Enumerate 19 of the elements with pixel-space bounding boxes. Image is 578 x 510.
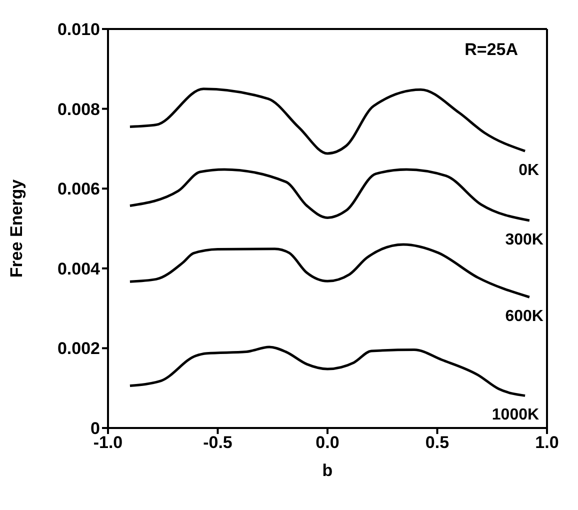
y-tick-label: 0.002 bbox=[57, 339, 100, 358]
line-series bbox=[128, 243, 531, 298]
x-tick-label: 1.0 bbox=[535, 433, 559, 452]
annotation: R=25A bbox=[464, 40, 518, 60]
line-series bbox=[128, 88, 526, 155]
x-tick-label: 0.0 bbox=[316, 433, 340, 452]
y-tick-label: 0.010 bbox=[57, 20, 100, 40]
y-tick-label: 0.004 bbox=[57, 259, 101, 278]
x-tick-label: 0.5 bbox=[425, 433, 450, 452]
y-tick-label: 0.008 bbox=[57, 100, 100, 119]
series-label: 300K bbox=[505, 232, 544, 249]
y-tick-label: 0.006 bbox=[57, 180, 100, 199]
line-series bbox=[128, 346, 526, 397]
x-axis-title: b bbox=[322, 461, 333, 480]
y-axis-title: Free Energy bbox=[7, 178, 26, 278]
series-label: 600K bbox=[505, 308, 544, 326]
x-tick-label: -0.5 bbox=[203, 433, 232, 452]
series-label: 0K bbox=[518, 162, 540, 180]
series-label: 1000K bbox=[492, 406, 540, 424]
